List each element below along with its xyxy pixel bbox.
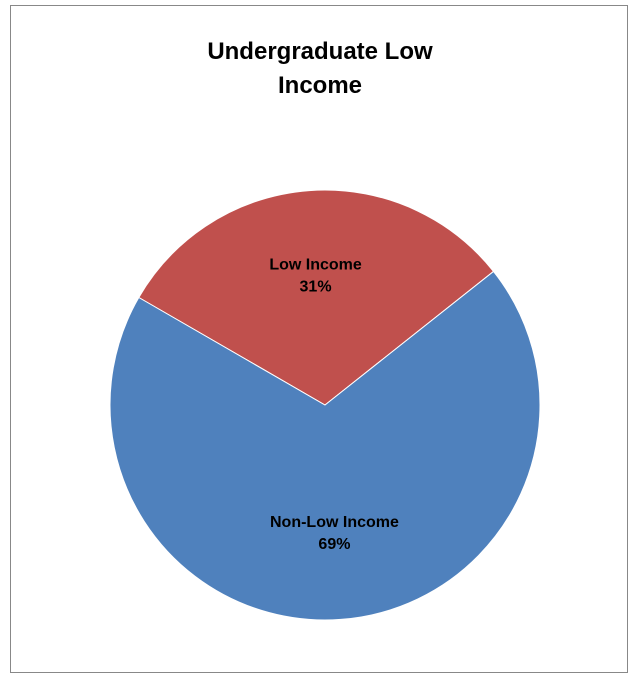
slice-value-label: 31% xyxy=(300,279,332,296)
slice-category-label: Non-Low Income xyxy=(270,514,399,531)
chart-title: Undergraduate Low Income xyxy=(207,38,433,99)
slice-value-label: 69% xyxy=(318,536,350,553)
pie-slice xyxy=(138,189,495,406)
pie-slice xyxy=(109,270,541,621)
chart-frame xyxy=(10,5,628,673)
slice-category-label: Low Income xyxy=(269,257,362,274)
